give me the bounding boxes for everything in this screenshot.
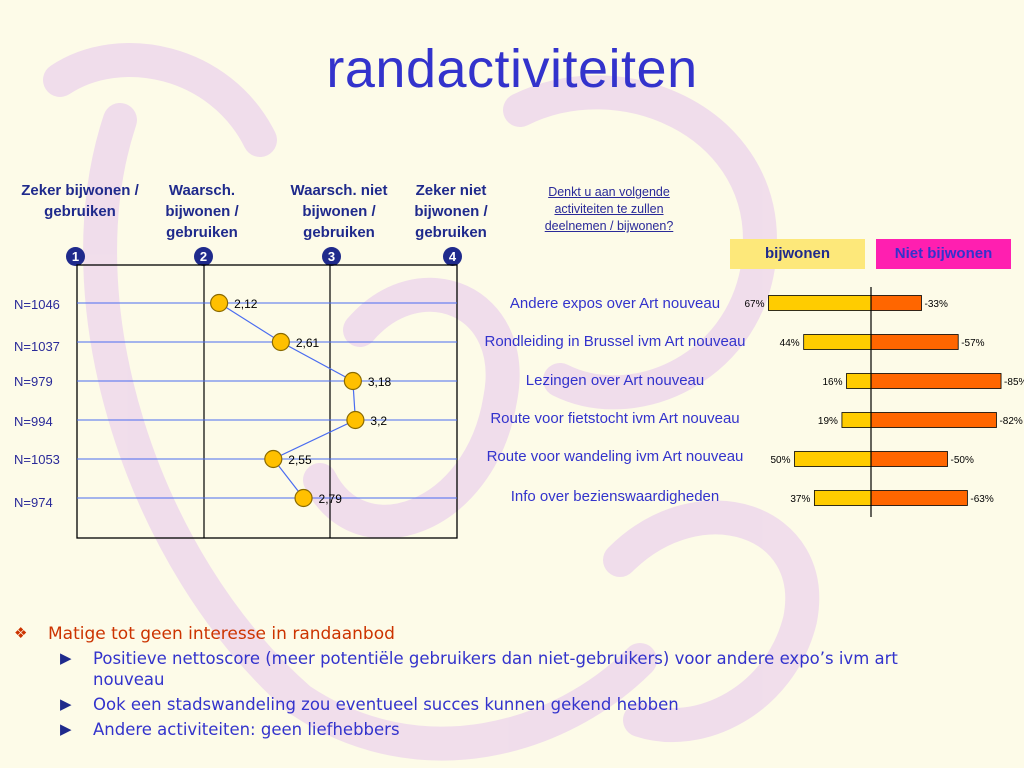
diamond-bullet-icon: ❖ bbox=[14, 624, 28, 642]
bar-bijwonen bbox=[794, 451, 872, 467]
chart-frame bbox=[76, 264, 458, 539]
score-label: 2,79 bbox=[319, 492, 343, 506]
n-label: N=974 bbox=[14, 495, 53, 510]
score-point bbox=[210, 293, 229, 313]
score-point bbox=[346, 410, 365, 430]
bar-bijwonen bbox=[813, 490, 872, 506]
triangle-bullet-icon: ▶ bbox=[60, 649, 72, 667]
activity-label: Route voor wandeling ivm Art nouveau bbox=[486, 448, 744, 465]
bar-label-niet-bijwonen: -82% bbox=[999, 416, 1022, 427]
score-label: 3,18 bbox=[368, 375, 392, 389]
bar-label-niet-bijwonen: -85% bbox=[1004, 377, 1024, 388]
bar-bijwonen bbox=[846, 373, 872, 389]
bar-label-niet-bijwonen: -63% bbox=[970, 494, 993, 505]
bar-niet-bijwonen bbox=[870, 373, 1002, 389]
n-label: N=1037 bbox=[14, 339, 60, 354]
bar-bijwonen bbox=[768, 295, 872, 311]
score-label: 3,2 bbox=[370, 414, 387, 428]
bar-niet-bijwonen bbox=[870, 412, 997, 428]
score-label: 2,61 bbox=[296, 336, 320, 350]
bar-bijwonen bbox=[841, 412, 872, 428]
score-point bbox=[343, 371, 362, 391]
n-label: N=979 bbox=[14, 374, 53, 389]
column-header-3: Waarsch. niet bijwonen / gebruiken bbox=[290, 182, 388, 241]
column-header-2: Waarsch. bijwonen / gebruiken bbox=[165, 182, 239, 241]
bullet-sub: ▶ Positieve nettoscore (meer potentiële … bbox=[60, 648, 1014, 690]
column-header-1: Zeker bijwonen / gebruiken bbox=[21, 182, 139, 220]
triangle-bullet-icon: ▶ bbox=[60, 720, 72, 738]
bullet-sub-text: Ook een stadswandeling zou eventueel suc… bbox=[93, 695, 679, 714]
bullet-sub-text: Andere activiteiten: geen liefhebbers bbox=[93, 720, 400, 739]
bullet-sub-text: Positieve nettoscore (meer potentiële ge… bbox=[93, 649, 898, 689]
bar-label-bijwonen: 19% bbox=[818, 416, 838, 427]
bar-label-bijwonen: 67% bbox=[744, 299, 764, 310]
bar-label-niet-bijwonen: -57% bbox=[961, 338, 984, 349]
bar-niet-bijwonen bbox=[870, 490, 968, 506]
bar-label-bijwonen: 50% bbox=[770, 455, 790, 466]
bar-label-bijwonen: 37% bbox=[790, 494, 810, 505]
score-point bbox=[271, 332, 290, 352]
page-title: randactiviteiten bbox=[326, 39, 698, 99]
bullet-sub: ▶ Ook een stadswandeling zou eventueel s… bbox=[60, 694, 1014, 715]
legend-bijwonen: bijwonen bbox=[730, 239, 865, 269]
column-header-4: Zeker niet bijwonen / gebruiken bbox=[414, 182, 488, 241]
bar-bijwonen bbox=[803, 334, 872, 350]
score-label: 2,12 bbox=[234, 297, 258, 311]
triangle-bullet-icon: ▶ bbox=[60, 695, 72, 713]
score-point bbox=[264, 449, 283, 469]
n-label: N=1053 bbox=[14, 452, 60, 467]
score-point bbox=[294, 488, 313, 508]
bar-label-niet-bijwonen: -50% bbox=[951, 455, 974, 466]
column-number-3: 3 bbox=[322, 247, 341, 266]
n-label: N=994 bbox=[14, 414, 53, 429]
bar-label-bijwonen: 16% bbox=[823, 377, 843, 388]
bar-niet-bijwonen bbox=[870, 295, 922, 311]
activity-label: Rondleiding in Brussel ivm Art nouveau bbox=[484, 333, 746, 350]
column-number-2: 2 bbox=[194, 247, 213, 266]
n-label: N=1046 bbox=[14, 297, 60, 312]
bullet-main-text: Matige tot geen interesse in randaanbod bbox=[48, 624, 395, 644]
bullet-main: ❖ Matige tot geen interesse in randaanbo… bbox=[14, 624, 1014, 644]
column-number-1: 1 bbox=[66, 247, 85, 266]
activity-label: Info over bezienswaardigheden bbox=[510, 488, 720, 505]
column-number-4: 4 bbox=[443, 247, 462, 266]
bar-label-bijwonen: 44% bbox=[780, 338, 800, 349]
activity-label: Route voor fietstocht ivm Art nouveau bbox=[490, 410, 740, 427]
bar-niet-bijwonen bbox=[870, 451, 948, 467]
bullet-sub: ▶ Andere activiteiten: geen liefhebbers bbox=[60, 719, 1014, 740]
legend-niet-bijwonen: Niet bijwonen bbox=[876, 239, 1011, 269]
bar-label-niet-bijwonen: -33% bbox=[924, 299, 947, 310]
question-link[interactable]: Denkt u aan volgende activiteiten te zul… bbox=[544, 185, 674, 233]
activity-label: Lezingen over Art nouveau bbox=[525, 372, 705, 389]
score-label: 2,55 bbox=[288, 453, 312, 467]
activity-label: Andere expos over Art nouveau bbox=[509, 295, 721, 312]
bar-niet-bijwonen bbox=[870, 334, 959, 350]
bullet-list: ❖ Matige tot geen interesse in randaanbo… bbox=[14, 624, 1014, 740]
